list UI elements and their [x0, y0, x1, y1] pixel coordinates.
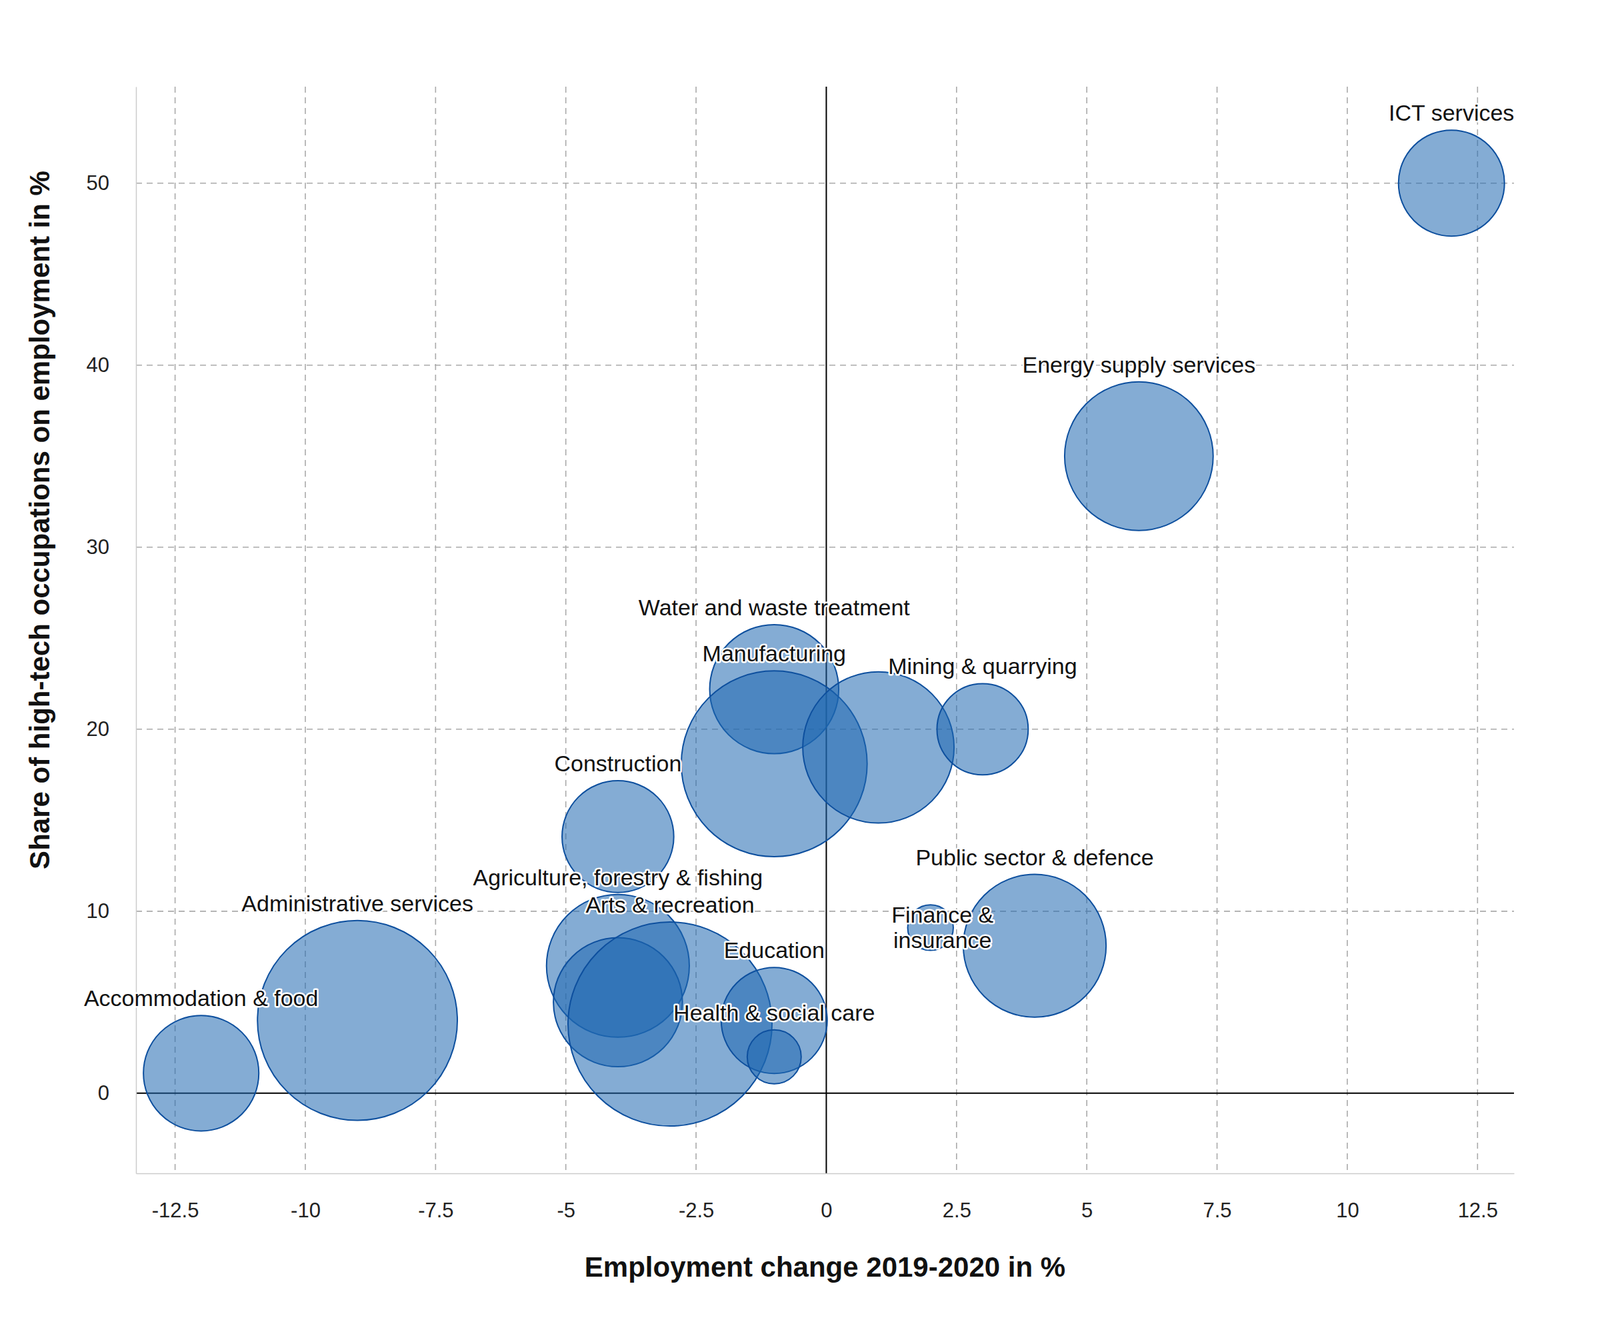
- chart: -12.5 -10 -7.5 -5 -2.5 0 2.5 5 7.5 10 12.5 0 10 20 30 4…: [0, 0, 1600, 1336]
- grid-line: [1086, 86, 1088, 1174]
- tick-label: 7.5: [1203, 1198, 1232, 1222]
- y-axis-title: Share of high-tech occupations on employ…: [24, 170, 56, 870]
- grid-line: [136, 546, 1514, 548]
- labels: ICT services Energy supply services Water …: [84, 100, 1514, 1026]
- tick: 5: [1081, 1173, 1093, 1222]
- point-label: Mining & quarrying: [888, 653, 1077, 679]
- point-label: Manufacturing: [702, 640, 846, 666]
- tick-label: -2.5: [678, 1198, 714, 1222]
- x-axis: -12.5 -10 -7.5 -5 -2.5 0 2.5 5 7.5 10 12.5: [136, 1173, 1515, 1222]
- tick: 0: [820, 1173, 832, 1222]
- point-label: Construction: [554, 750, 682, 776]
- grid-line: [1216, 86, 1218, 1174]
- tick: 40: [86, 353, 136, 377]
- tick-label: -12.5: [152, 1198, 200, 1222]
- grid-line: [136, 364, 1514, 366]
- tick-label: 10: [86, 899, 110, 923]
- point-label: Water and waste treatment: [638, 594, 910, 620]
- tick-label: 40: [86, 353, 110, 377]
- point-label: Finance &insurance: [891, 902, 994, 953]
- tick: 2.5: [942, 1173, 972, 1222]
- tick-label: 12.5: [1458, 1198, 1498, 1222]
- x-axis-title: Employment change 2019-2020 in %: [584, 1251, 1066, 1283]
- bubble: [747, 1030, 802, 1084]
- tick: 0: [98, 1081, 136, 1105]
- tick-label: 0: [820, 1198, 832, 1222]
- tick-label: -10: [290, 1198, 321, 1222]
- tick-label: 10: [1336, 1198, 1359, 1222]
- tick: -10: [290, 1173, 321, 1222]
- point-label: Energy supply services: [1022, 352, 1256, 378]
- tick: 7.5: [1203, 1173, 1232, 1222]
- point-label: Education: [724, 937, 825, 963]
- tick: 50: [86, 171, 136, 195]
- bubble: [1064, 382, 1214, 531]
- tick: 12.5: [1458, 1173, 1498, 1222]
- tick: -7.5: [418, 1173, 454, 1222]
- point-label: Administrative services: [241, 890, 474, 916]
- tick-label: 20: [86, 717, 110, 741]
- tick-label: -5: [556, 1198, 576, 1222]
- tick: 20: [86, 717, 136, 741]
- point-label: Health & social care: [673, 1000, 875, 1026]
- point-label: Accommodation & food: [84, 985, 319, 1011]
- point-label: ICT services: [1388, 100, 1514, 126]
- bubble: [143, 1015, 259, 1131]
- grid-line: [1346, 86, 1348, 1174]
- tick: 30: [86, 535, 136, 559]
- tick: -2.5: [678, 1173, 714, 1222]
- tick: -5: [556, 1173, 576, 1222]
- bubbles: [143, 130, 1505, 1131]
- bubble: [257, 920, 458, 1121]
- tick-label: 0: [98, 1081, 110, 1105]
- grid-line: [1476, 86, 1478, 1174]
- point-label: Public sector & defence: [915, 844, 1154, 870]
- bubble: [936, 683, 1028, 775]
- tick-label: -7.5: [418, 1198, 454, 1222]
- point-label: Arts & recreation: [585, 892, 754, 918]
- tick: 10: [1336, 1173, 1359, 1222]
- bubble: [1398, 130, 1505, 236]
- tick: 10: [86, 899, 136, 923]
- tick-label: 30: [86, 535, 110, 559]
- grid: [136, 86, 1514, 1174]
- tick-label: 5: [1081, 1198, 1093, 1222]
- tick-label: 50: [86, 171, 110, 195]
- grid-line: [136, 182, 1514, 184]
- tick-label: 2.5: [942, 1198, 972, 1222]
- tick: -12.5: [152, 1173, 200, 1222]
- point-label: Agriculture, forestry & fishing: [473, 864, 764, 890]
- bubble: [802, 672, 954, 824]
- grid-line: [956, 86, 958, 1174]
- axis-line: [136, 1173, 1515, 1175]
